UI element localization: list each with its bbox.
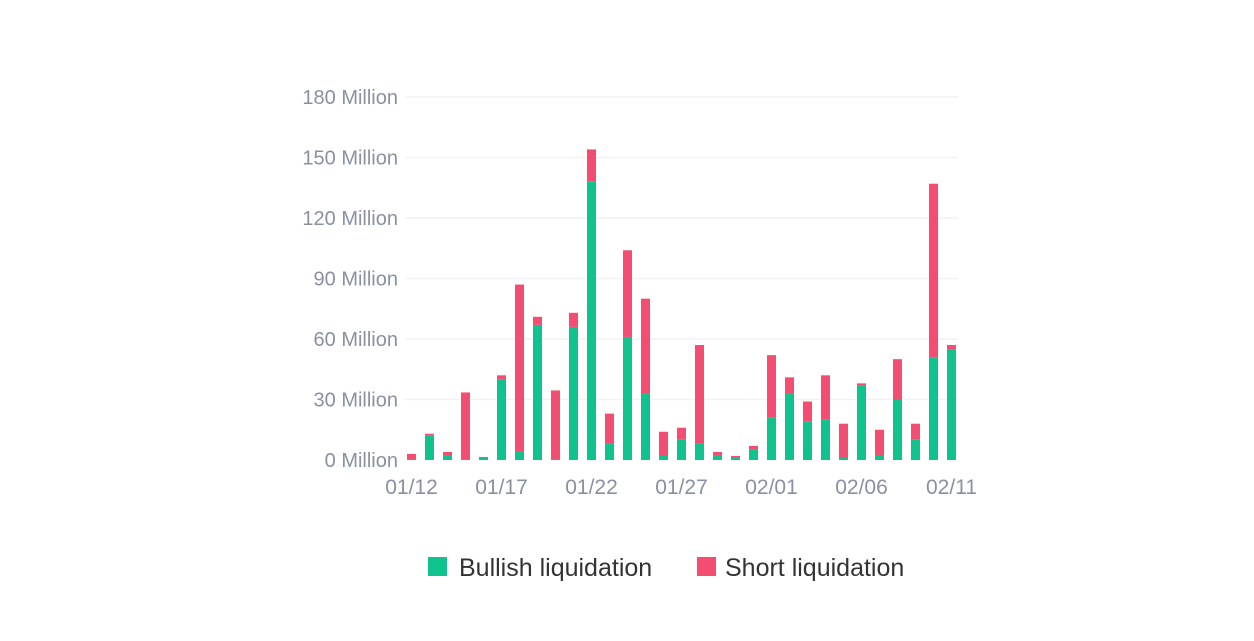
bar-bullish	[893, 399, 902, 460]
bar-bullish	[533, 324, 542, 460]
bar-short	[893, 359, 902, 400]
bar-short	[677, 427, 686, 440]
bar-bullish	[605, 443, 614, 460]
bar-short	[407, 453, 416, 459]
bar-bullish	[911, 439, 920, 460]
gridlines	[405, 96, 958, 401]
y-tick-label: 150 Million	[302, 148, 398, 170]
bar-bullish	[497, 379, 506, 460]
bars	[407, 149, 956, 460]
bar-short	[731, 455, 740, 458]
legend-swatch	[428, 557, 447, 576]
bar-short	[749, 445, 758, 450]
bar-short	[659, 431, 668, 456]
bar-bullish	[569, 326, 578, 460]
bar-short	[569, 312, 578, 327]
x-tick-label: 02/11	[926, 476, 977, 499]
x-tick-label: 01/27	[655, 476, 708, 499]
x-tick-label: 02/01	[745, 476, 798, 499]
bar-bullish	[731, 457, 740, 460]
y-tick-label: 180 Million	[302, 87, 398, 109]
y-tick-label: 30 Million	[314, 390, 398, 412]
bar-bullish	[641, 393, 650, 460]
bar-short	[875, 429, 884, 456]
bar-bullish	[407, 458, 416, 460]
bar-bullish	[713, 455, 722, 460]
x-tick-label: 01/17	[475, 476, 528, 499]
bar-bullish	[551, 458, 560, 460]
bar-short	[803, 401, 812, 422]
bar-short	[821, 375, 830, 420]
bar-short	[623, 250, 632, 337]
bar-bullish	[839, 457, 848, 460]
y-tick-label: 120 Million	[302, 208, 398, 230]
bar-short	[587, 149, 596, 182]
x-tick-label: 01/12	[385, 476, 438, 499]
legend: Bullish liquidation Short liquidation	[428, 554, 904, 582]
bar-short	[605, 413, 614, 444]
bar-bullish	[767, 417, 776, 460]
bar-bullish	[623, 336, 632, 460]
bar-bullish	[785, 393, 794, 460]
x-tick-label: 02/06	[835, 476, 888, 499]
bar-bullish	[929, 357, 938, 460]
bar-short	[533, 316, 542, 325]
x-axis: 01/12 01/17 01/22 01/27 02/01 02/06 02/11	[385, 476, 977, 499]
bar-short	[461, 392, 470, 459]
bar-bullish	[587, 181, 596, 460]
bar-short	[551, 390, 560, 459]
bar-bullish	[875, 455, 884, 460]
bar-short	[839, 423, 848, 458]
bar-bullish	[443, 455, 452, 460]
bar-bullish	[857, 385, 866, 460]
bar-bullish	[821, 419, 830, 460]
bar-bullish	[461, 458, 470, 460]
bar-short	[947, 345, 956, 350]
bar-bullish	[425, 435, 434, 460]
bar-short	[443, 451, 452, 456]
bar-bullish	[947, 349, 956, 460]
bar-short	[425, 433, 434, 436]
legend-label: Short liquidation	[725, 554, 904, 582]
y-tick-label: 0 Million	[325, 450, 398, 472]
bar-short	[479, 456, 488, 458]
bar-short	[929, 183, 938, 358]
bar-bullish	[749, 449, 758, 460]
bar-bullish	[515, 451, 524, 460]
bar-short	[515, 284, 524, 452]
bar-bullish	[479, 457, 488, 460]
y-tick-label: 60 Million	[314, 329, 398, 351]
y-tick-label: 90 Million	[314, 269, 398, 291]
bar-short	[785, 377, 794, 394]
y-axis: 0 Million 30 Million 60 Million 90 Million 1…	[302, 87, 398, 472]
bar-bullish	[677, 439, 686, 460]
bar-bullish	[803, 421, 812, 460]
bar-bullish	[659, 455, 668, 460]
bar-short	[767, 355, 776, 418]
bar-short	[911, 423, 920, 440]
legend-label: Bullish liquidation	[459, 554, 652, 582]
bar-bullish	[695, 443, 704, 460]
bar-short	[641, 298, 650, 394]
bar-short	[695, 345, 704, 444]
legend-swatch	[697, 557, 716, 576]
x-tick-label: 01/22	[565, 476, 618, 499]
bar-short	[497, 375, 506, 380]
bar-short	[713, 451, 722, 456]
bar-short	[857, 383, 866, 386]
